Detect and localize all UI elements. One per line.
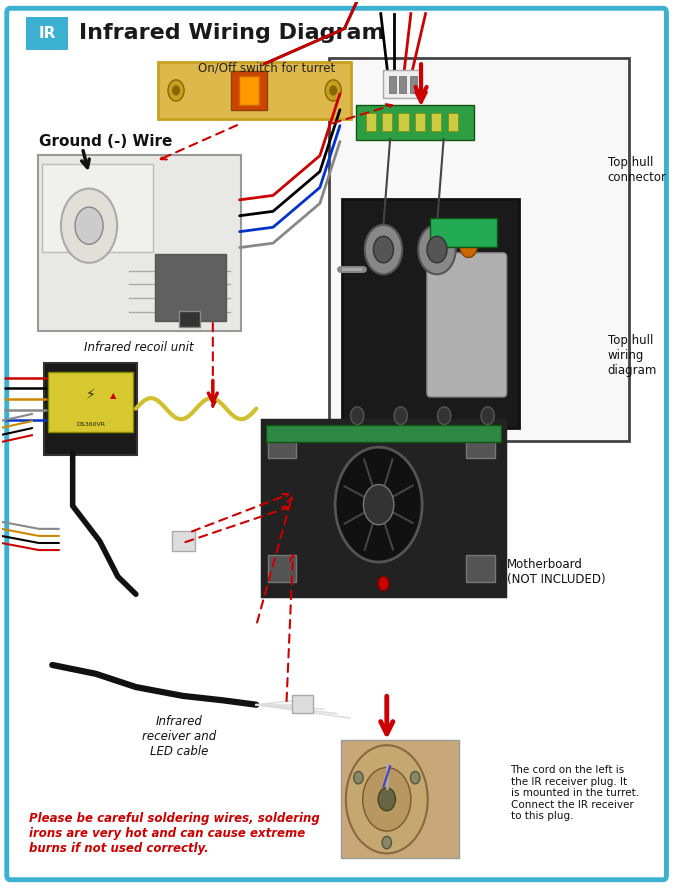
Text: IR: IR	[38, 26, 56, 41]
FancyBboxPatch shape	[179, 311, 200, 327]
Circle shape	[354, 772, 363, 784]
FancyBboxPatch shape	[383, 70, 419, 99]
Circle shape	[330, 86, 337, 95]
FancyBboxPatch shape	[447, 114, 458, 131]
Circle shape	[418, 225, 456, 274]
FancyBboxPatch shape	[38, 155, 241, 331]
Circle shape	[173, 86, 179, 95]
FancyBboxPatch shape	[26, 17, 68, 50]
Text: The cord on the left is
the IR receiver plug. It
is mounted in the turret.
Conne: The cord on the left is the IR receiver …	[511, 765, 638, 821]
FancyBboxPatch shape	[366, 114, 376, 131]
Circle shape	[427, 236, 447, 263]
Text: Motherboard
(NOT INCLUDED): Motherboard (NOT INCLUDED)	[507, 559, 606, 586]
FancyBboxPatch shape	[466, 432, 494, 458]
Circle shape	[437, 407, 451, 424]
Circle shape	[481, 407, 494, 424]
Circle shape	[374, 236, 394, 263]
FancyBboxPatch shape	[389, 75, 396, 92]
FancyBboxPatch shape	[262, 420, 505, 596]
Circle shape	[378, 576, 389, 591]
Circle shape	[346, 745, 428, 853]
FancyBboxPatch shape	[268, 555, 296, 582]
Circle shape	[335, 448, 422, 562]
Circle shape	[325, 80, 341, 101]
Text: Top hull
wiring
diagram: Top hull wiring diagram	[608, 334, 657, 377]
Text: DS360VR: DS360VR	[76, 422, 105, 427]
FancyBboxPatch shape	[398, 114, 409, 131]
FancyBboxPatch shape	[155, 254, 226, 321]
FancyBboxPatch shape	[382, 114, 392, 131]
FancyBboxPatch shape	[7, 8, 666, 880]
Circle shape	[351, 407, 364, 424]
FancyBboxPatch shape	[410, 75, 417, 92]
Text: Infrared Wiring Diagram: Infrared Wiring Diagram	[79, 23, 385, 44]
FancyBboxPatch shape	[268, 432, 296, 458]
Circle shape	[168, 80, 184, 101]
Circle shape	[378, 788, 396, 811]
FancyBboxPatch shape	[466, 555, 494, 582]
FancyBboxPatch shape	[356, 105, 475, 140]
FancyBboxPatch shape	[400, 75, 406, 92]
FancyBboxPatch shape	[239, 76, 259, 105]
FancyBboxPatch shape	[172, 532, 195, 551]
Circle shape	[365, 225, 402, 274]
Text: ⚡: ⚡	[86, 388, 95, 402]
Circle shape	[61, 188, 117, 263]
Text: On/Off switch for turret: On/Off switch for turret	[198, 62, 335, 75]
Circle shape	[75, 207, 103, 244]
Circle shape	[363, 767, 411, 831]
FancyBboxPatch shape	[415, 114, 425, 131]
FancyBboxPatch shape	[427, 253, 507, 397]
FancyBboxPatch shape	[293, 695, 312, 713]
FancyBboxPatch shape	[329, 58, 629, 441]
Text: Infrared recoil unit: Infrared recoil unit	[85, 341, 194, 353]
Text: Top hull
connector: Top hull connector	[608, 156, 666, 184]
FancyBboxPatch shape	[231, 71, 267, 110]
FancyBboxPatch shape	[342, 199, 518, 428]
Text: Ground (-) Wire: Ground (-) Wire	[39, 134, 173, 149]
Text: Infrared
receiver and
LED cable: Infrared receiver and LED cable	[143, 716, 216, 758]
FancyBboxPatch shape	[341, 741, 459, 859]
FancyBboxPatch shape	[266, 424, 501, 442]
FancyBboxPatch shape	[431, 114, 441, 131]
FancyBboxPatch shape	[430, 218, 497, 247]
FancyBboxPatch shape	[158, 62, 351, 119]
Circle shape	[364, 485, 394, 525]
Circle shape	[382, 836, 391, 849]
Circle shape	[460, 234, 477, 258]
FancyBboxPatch shape	[42, 164, 153, 252]
Text: Please be careful soldering wires, soldering
irons are very hot and can cause ex: Please be careful soldering wires, solde…	[29, 812, 320, 855]
FancyBboxPatch shape	[44, 362, 137, 455]
FancyBboxPatch shape	[48, 372, 133, 432]
Circle shape	[411, 772, 420, 784]
Circle shape	[394, 407, 407, 424]
Text: ▲: ▲	[110, 391, 117, 400]
